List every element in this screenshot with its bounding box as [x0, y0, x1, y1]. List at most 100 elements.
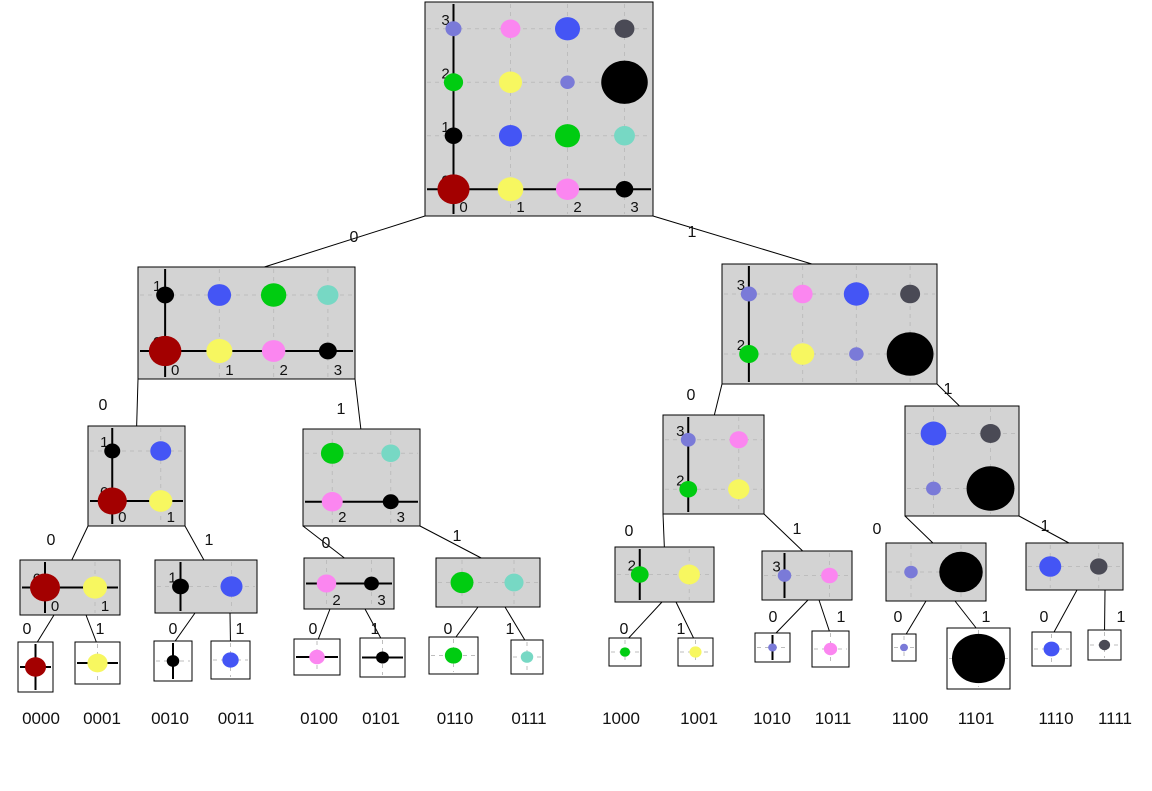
dot-pink: [729, 431, 748, 449]
dot-teal: [381, 444, 401, 463]
branch-label-l1111: 1: [1117, 609, 1126, 626]
branch-label-l0111: 1: [506, 621, 515, 638]
y-tick-label: 1: [168, 570, 176, 587]
x-tick-label: 2: [573, 199, 581, 216]
branch-label-l1100: 0: [894, 609, 903, 626]
node-l1011: [811, 630, 850, 668]
dot-green: [443, 73, 464, 92]
node-l0001: [74, 641, 121, 685]
dot-black: [886, 332, 934, 376]
edge-l1000: [628, 601, 663, 639]
branch-label-n010: 0: [322, 535, 331, 552]
dot-slate: [1098, 639, 1111, 651]
dot-pink: [316, 574, 337, 593]
y-tick-label: 2: [628, 558, 636, 575]
dot-black: [382, 494, 399, 510]
dot-red: [437, 174, 470, 205]
node-n100: 2: [614, 546, 715, 603]
node-l0101: [359, 637, 406, 678]
leaf-code-1110: 1110: [1038, 709, 1073, 728]
node-l1100: [891, 633, 917, 662]
branch-label-l0100: 0: [309, 621, 318, 638]
leaf-code-0011: 0011: [218, 709, 255, 728]
x-tick-label: 1: [167, 509, 175, 526]
dot-blue: [150, 441, 172, 461]
dot-pink: [823, 642, 838, 656]
node-l1001: [677, 637, 714, 667]
dot-teal: [504, 573, 524, 592]
node-n0: 012301: [137, 266, 356, 380]
dot-slate: [1090, 558, 1108, 575]
leaf-code-1010: 1010: [753, 709, 791, 728]
leaf-code-1011: 1011: [815, 709, 852, 728]
dot-yellow: [498, 71, 523, 93]
dot-green: [450, 571, 474, 594]
node-frame: [87, 425, 186, 527]
branch-label-l1101: 1: [982, 609, 991, 626]
branch-label-l1010: 0: [769, 609, 778, 626]
dot-red: [148, 335, 182, 367]
dot-yellow: [728, 479, 750, 500]
y-tick-label: 2: [441, 65, 449, 82]
node-n00: 0101: [87, 425, 186, 527]
dot-pink: [309, 649, 325, 665]
node-n110: [885, 542, 987, 602]
y-tick-label: 3: [676, 423, 684, 440]
edge-l0101: [364, 608, 382, 639]
leaf-code-1100: 1100: [892, 709, 929, 728]
x-tick-label: 0: [459, 199, 467, 216]
leaf-code-1111: 1111: [1098, 709, 1132, 728]
branch-labels: 0 1 0 1 0 1 0 1 0 1 0 1 0 1 0 1 0 1 0 1 0 1 0 1 0 1 0 1 0 1: [23, 224, 1126, 638]
node-l1010: [754, 632, 791, 663]
dot-slate: [980, 423, 1001, 444]
dot-yellow: [791, 343, 815, 365]
dot-lavender: [777, 569, 792, 582]
node-n1: 23: [721, 263, 938, 385]
edge-n000: [71, 525, 89, 561]
dot-teal: [614, 126, 635, 146]
dot-pink: [555, 178, 580, 200]
node-l1110: [1031, 631, 1072, 667]
node-n011: [435, 557, 541, 608]
edge-l0010: [174, 612, 196, 642]
branch-label-l1110: 0: [1040, 609, 1049, 626]
dot-blue: [220, 576, 243, 597]
edge-n10: [713, 383, 723, 416]
x-tick-label: 2: [332, 592, 340, 609]
y-tick-label: 3: [441, 12, 449, 29]
x-tick-label: 2: [338, 509, 346, 526]
dot-teal: [317, 285, 339, 305]
dot-red: [30, 573, 60, 602]
dot-lavender: [680, 432, 696, 447]
dot-teal: [520, 651, 534, 663]
dot-pink: [792, 284, 813, 304]
edge-n100: [662, 513, 665, 548]
dot-lavender: [445, 21, 462, 37]
dot-pink: [321, 492, 343, 512]
x-tick-label: 0: [118, 509, 126, 526]
leaf-codes: 0000 0001 0010 0011 0100 0101 0110 0111 1000 1001…: [22, 709, 1132, 728]
branch-label-n100: 0: [625, 523, 634, 540]
dot-black: [444, 127, 463, 144]
dot-red: [97, 487, 127, 515]
y-tick-label: 1: [153, 278, 161, 295]
edge-l1010: [775, 599, 809, 634]
edge-n00: [136, 378, 139, 427]
branch-label-n00: 0: [99, 397, 108, 414]
branch-label-n000: 0: [47, 532, 56, 549]
x-tick-label: 3: [334, 362, 342, 379]
node-frame: [662, 414, 765, 515]
x-tick-label: 1: [516, 199, 524, 216]
branch-label-n11: 1: [944, 381, 953, 398]
leaf-code-0010: 0010: [151, 709, 189, 728]
branch-label-n0: 0: [350, 229, 359, 246]
dot-black: [318, 342, 337, 360]
edge-n001: [184, 525, 205, 561]
dot-blue: [1043, 641, 1060, 657]
node-l0111: [510, 639, 544, 675]
y-tick-label: 2: [737, 337, 745, 354]
dot-green: [679, 480, 698, 498]
edge-n011: [419, 525, 482, 559]
dot-lavender: [849, 347, 864, 361]
